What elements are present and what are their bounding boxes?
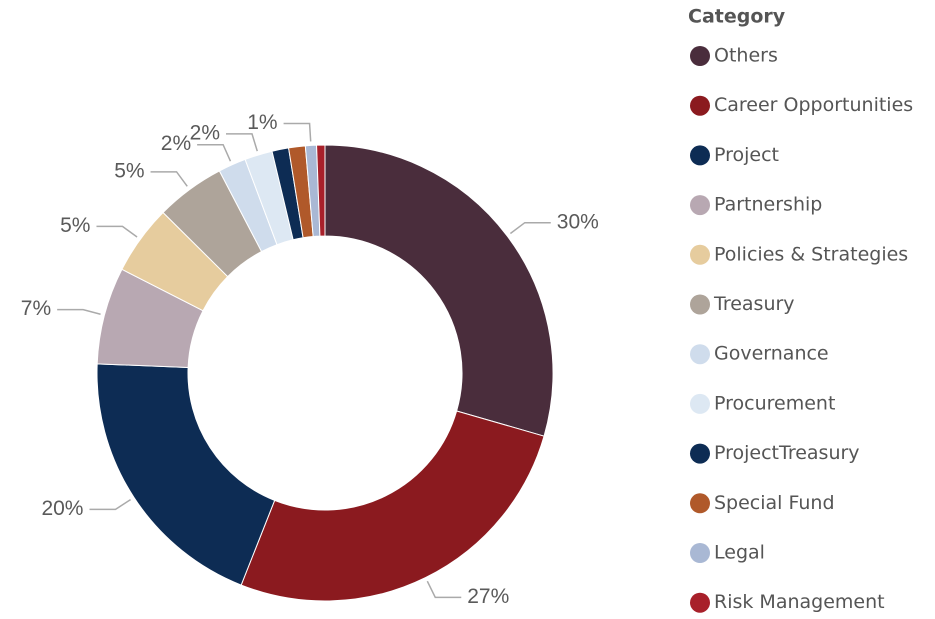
legend-marker — [690, 244, 710, 265]
legend-marker — [690, 543, 710, 563]
leader-line — [197, 143, 232, 162]
legend-marker — [690, 344, 710, 365]
legend-label: Governance — [714, 343, 829, 365]
legend-marker — [690, 95, 710, 116]
data-label: 2% — [190, 121, 220, 144]
legend-marker — [690, 195, 710, 216]
leader-line — [89, 498, 131, 511]
data-label: 5% — [60, 214, 90, 237]
leader-line — [226, 133, 258, 152]
data-label: 2% — [161, 132, 191, 155]
legend-label: ProjectTreasury — [714, 442, 860, 464]
legend-label: Career Opportunities — [714, 94, 913, 116]
donut-slice — [324, 144, 554, 437]
leader-line — [283, 122, 312, 142]
leader-line — [426, 580, 462, 599]
leader-line — [57, 308, 101, 315]
legend-label: Treasury — [713, 293, 795, 315]
legend-label: Special Fund — [714, 492, 835, 514]
legend-label: Procurement — [714, 392, 835, 414]
legend-label: Risk Management — [714, 591, 885, 613]
data-label: 5% — [114, 159, 144, 182]
donut-slice — [316, 144, 326, 237]
donut-slice — [96, 363, 276, 586]
data-label: 20% — [41, 497, 83, 520]
leader-line — [509, 221, 551, 235]
legend-title: Category — [688, 6, 786, 28]
data-label: 30% — [557, 210, 599, 233]
donut-slice — [240, 410, 545, 602]
legend-marker — [690, 393, 710, 414]
legend-label: Others — [714, 45, 778, 67]
leader-line — [96, 225, 138, 238]
legend-label: Policies & Strategies — [714, 243, 908, 265]
data-label: 1% — [247, 111, 277, 134]
legend-marker — [690, 592, 710, 613]
legend-marker — [690, 46, 710, 66]
data-label: 7% — [21, 297, 51, 320]
legend-label: Project — [714, 144, 779, 166]
data-label: 27% — [467, 585, 509, 608]
leader-line — [150, 171, 188, 187]
legend-marker — [690, 443, 710, 464]
legend-marker — [690, 294, 710, 315]
legend-label: Partnership — [714, 194, 822, 216]
legend-label: Legal — [714, 542, 765, 564]
legend-marker — [690, 493, 710, 514]
legend-marker — [690, 145, 710, 166]
